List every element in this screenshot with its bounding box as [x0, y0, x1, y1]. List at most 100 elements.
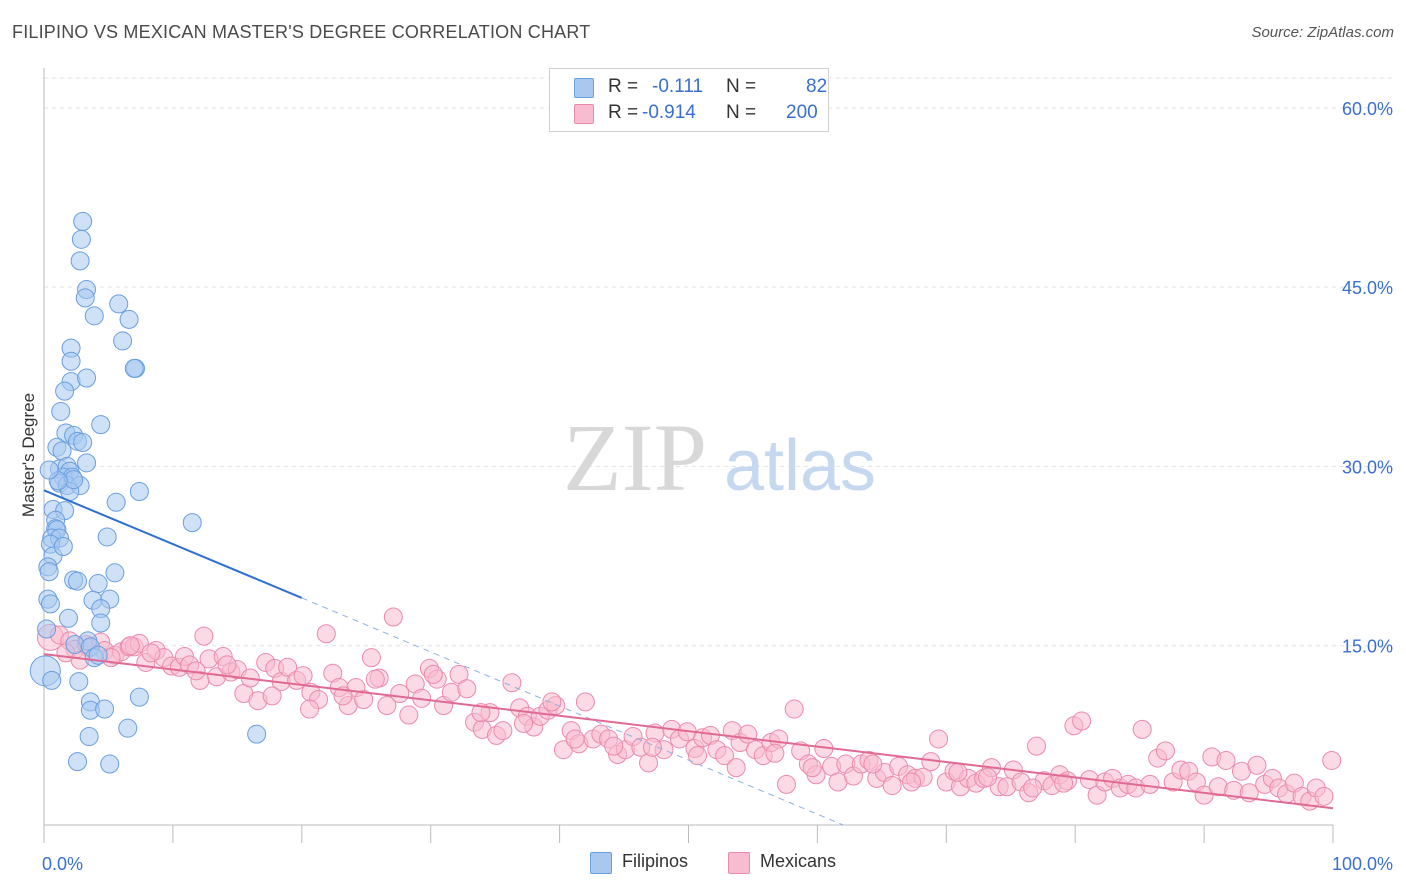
data-point — [141, 643, 161, 663]
data-point — [40, 594, 60, 614]
data-point — [217, 655, 237, 675]
data-point — [542, 692, 562, 712]
data-point — [113, 331, 133, 351]
data-point — [68, 571, 88, 591]
watermark-zip: ZIP — [563, 404, 707, 511]
data-point — [129, 482, 149, 502]
data-point — [73, 211, 93, 231]
data-point — [1054, 773, 1074, 793]
legend-r-value: -0.914 — [642, 102, 696, 123]
data-point — [457, 679, 477, 699]
data-point — [293, 666, 313, 686]
tick-labels: 15.0% 30.0% 45.0% 60.0% 0.0% 100.0% — [42, 99, 1393, 874]
trend-line-filipinos-extension — [301, 597, 844, 826]
chart-title: FILIPINO VS MEXICAN MASTER'S DEGREE CORR… — [12, 22, 591, 42]
data-point — [106, 492, 126, 512]
series-filipinos — [29, 211, 267, 774]
data-point — [262, 686, 282, 706]
data-point — [765, 743, 785, 763]
data-point — [77, 453, 97, 473]
data-point — [37, 619, 57, 639]
data-point — [53, 537, 73, 557]
data-point — [901, 772, 921, 792]
data-point — [1027, 736, 1047, 756]
data-point — [929, 729, 949, 749]
watermark: ZIP atlas — [563, 404, 876, 511]
data-point — [1072, 711, 1092, 731]
data-point — [978, 767, 998, 787]
data-point — [39, 460, 59, 480]
data-point — [423, 664, 443, 684]
data-point — [1140, 774, 1160, 794]
data-point — [471, 703, 491, 723]
data-point — [715, 746, 735, 766]
data-point — [91, 613, 111, 633]
data-point — [726, 758, 746, 778]
y-tick-label: 45.0% — [1342, 278, 1393, 298]
trend-lines — [43, 489, 1334, 826]
data-point — [58, 608, 78, 628]
legend-swatch-filipinos — [590, 852, 612, 874]
data-point — [39, 562, 59, 582]
data-point — [333, 686, 353, 706]
legend-swatch-mexicans — [728, 852, 750, 874]
source-label: Source: ZipAtlas.com — [1251, 24, 1394, 41]
data-point — [194, 626, 214, 646]
correlation-legend: R = -0.111 N = 82 R = -0.914 N = 200 — [549, 68, 829, 132]
data-point — [1314, 786, 1334, 806]
x-tick-label: 100.0% — [1332, 854, 1393, 874]
legend-swatch-mexicans — [574, 104, 594, 124]
data-point — [390, 684, 410, 704]
data-point — [776, 774, 796, 794]
data-point — [105, 563, 125, 583]
data-point — [124, 358, 144, 378]
data-point — [247, 724, 267, 744]
data-point — [365, 669, 385, 689]
data-point — [1023, 778, 1043, 798]
data-point — [377, 695, 397, 715]
data-point — [79, 727, 99, 747]
data-point — [61, 351, 81, 371]
data-point — [91, 415, 111, 435]
data-point — [604, 736, 624, 756]
legend-label-filipinos: Filipinos — [622, 851, 689, 871]
data-point — [100, 754, 120, 774]
data-point — [77, 368, 97, 388]
axes — [43, 68, 1334, 843]
data-point — [688, 746, 708, 766]
legend-n-value: 82 — [806, 76, 828, 97]
data-point — [68, 752, 88, 772]
data-point — [75, 288, 95, 308]
legend-swatch-filipinos — [574, 78, 594, 98]
data-point — [73, 433, 93, 453]
legend-n-label: N = — [726, 102, 757, 123]
data-point — [493, 721, 513, 741]
data-point — [1216, 750, 1236, 770]
series-mexicans — [36, 607, 1342, 811]
data-point — [69, 672, 89, 692]
data-point — [120, 636, 140, 656]
trend-line-filipinos — [43, 489, 303, 599]
data-point — [639, 753, 659, 773]
y-tick-label: 60.0% — [1342, 99, 1393, 119]
x-tick-label: 0.0% — [42, 854, 83, 874]
legend-r-label: R = — [608, 102, 639, 123]
data-point — [802, 758, 822, 778]
data-point — [1247, 755, 1267, 775]
data-point — [361, 648, 381, 668]
data-point — [514, 713, 534, 733]
data-point — [1155, 741, 1175, 761]
data-point — [278, 657, 298, 677]
data-point — [71, 229, 91, 249]
data-point — [51, 401, 71, 421]
data-point — [502, 673, 522, 693]
data-point — [565, 729, 585, 749]
legend-n-label: N = — [726, 76, 757, 97]
data-point — [88, 574, 108, 594]
data-point — [42, 670, 62, 690]
y-tick-label: 30.0% — [1342, 457, 1393, 477]
legend-n-value: 200 — [786, 102, 818, 123]
data-point — [109, 294, 129, 314]
y-tick-label: 15.0% — [1342, 637, 1393, 657]
